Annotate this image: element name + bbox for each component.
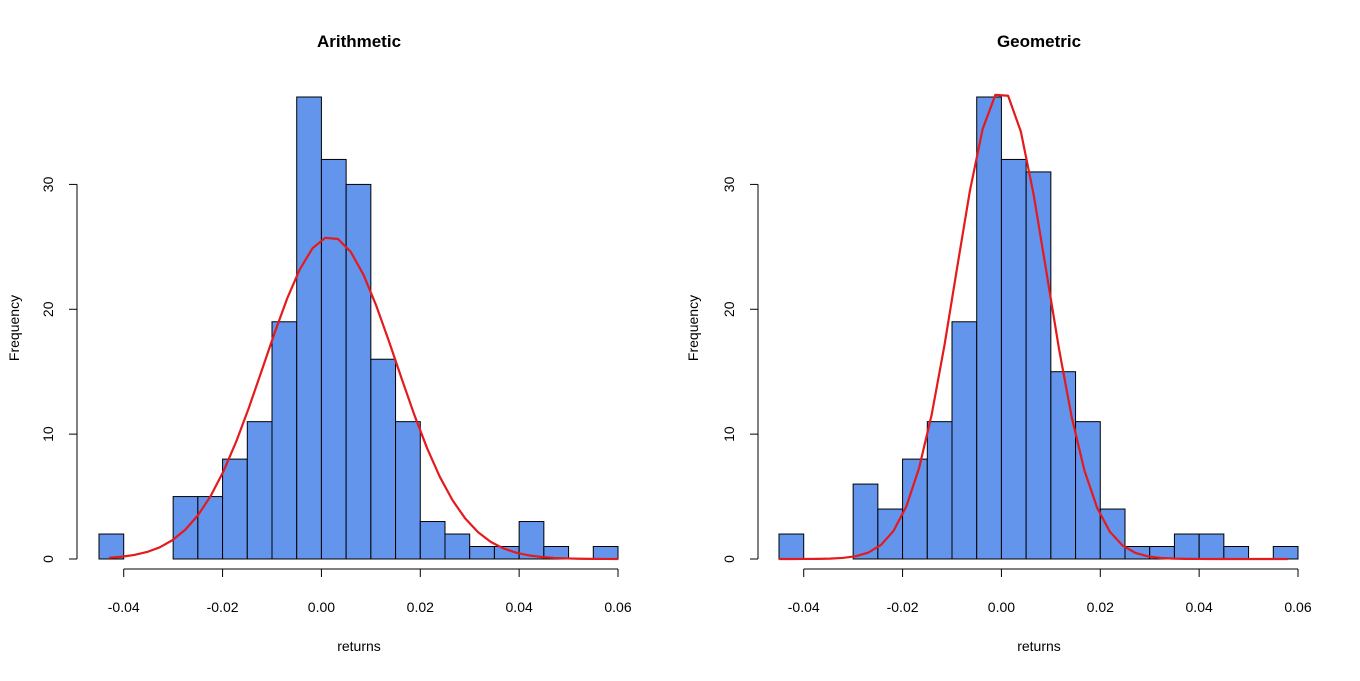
y-tick-label: 0 [721, 555, 737, 563]
histogram-bar [1198, 533, 1225, 560]
histogram-bar [592, 546, 619, 560]
x-tick-label: -0.02 [207, 599, 239, 615]
histogram-bar [98, 533, 125, 560]
arithmetic-panel: Arithmetic returns Frequency -0.04 -0.02 0… [6, 32, 632, 654]
histogram-bar [1173, 533, 1200, 560]
y-axis-label: Frequency [6, 295, 22, 361]
x-tick-label: 0.00 [308, 599, 335, 615]
histogram-bar [444, 533, 471, 560]
histogram-bar [469, 546, 495, 560]
histogram-bars [778, 96, 1299, 560]
x-axis: -0.04 -0.02 0.00 0.02 0.04 0.06 [788, 568, 1312, 615]
chart-title: Arithmetic [317, 32, 401, 51]
histogram-bar [246, 421, 273, 560]
histogram-bar [345, 183, 372, 560]
y-tick-label: 10 [721, 426, 737, 442]
histogram-bars [98, 96, 619, 560]
histogram-bar [419, 521, 446, 560]
x-tick-label: -0.04 [108, 599, 140, 615]
x-tick-label: 0.02 [407, 599, 434, 615]
histogram-bar [197, 496, 224, 560]
histogram-bar [1025, 171, 1052, 560]
x-axis-label: returns [1017, 638, 1061, 654]
y-tick-label: 20 [40, 301, 56, 317]
density-curve [108, 236, 619, 561]
x-axis: -0.04 -0.02 0.00 0.02 0.04 0.06 [108, 568, 632, 615]
histogram-bar [778, 533, 805, 560]
histogram-bar [222, 458, 248, 560]
x-tick-label: 0.04 [506, 599, 533, 615]
x-axis-label: returns [337, 638, 381, 654]
geometric-panel: Geometric returns Frequency -0.04 -0.02 0.… [685, 32, 1312, 654]
histogram-bar [518, 521, 545, 560]
x-tick-label: -0.02 [887, 599, 919, 615]
y-tick-label: 10 [40, 426, 56, 442]
x-tick-label: 0.04 [1186, 599, 1213, 615]
histogram-bar [1000, 158, 1027, 560]
y-axis-label: Frequency [685, 295, 701, 361]
histogram-bar [1223, 546, 1250, 560]
histogram-bar [320, 158, 347, 560]
histogram-bar [1075, 421, 1101, 560]
y-axis: 0 10 20 30 [40, 176, 78, 563]
histogram-bar [926, 421, 953, 560]
y-axis: 0 10 20 30 [721, 176, 759, 563]
x-tick-label: 0.06 [1284, 599, 1311, 615]
histogram-bar [395, 421, 421, 560]
y-tick-label: 30 [721, 176, 737, 192]
chart-title: Geometric [997, 32, 1081, 51]
histogram-bar [902, 458, 928, 560]
histogram-bar [370, 358, 397, 560]
y-tick-label: 20 [721, 301, 737, 317]
histogram-bar [976, 96, 1002, 560]
histogram-bar [852, 483, 879, 560]
histogram-bar [172, 496, 199, 560]
x-tick-label: -0.04 [788, 599, 820, 615]
histogram-bar [271, 321, 298, 560]
histogram-bar [1050, 371, 1077, 560]
y-tick-label: 0 [40, 555, 56, 563]
x-tick-label: 0.00 [988, 599, 1015, 615]
histogram-bar [296, 96, 322, 560]
density-curve [778, 93, 1289, 561]
normal-density-line [778, 93, 1289, 561]
x-tick-label: 0.02 [1087, 599, 1114, 615]
y-tick-label: 30 [40, 176, 56, 192]
x-tick-label: 0.06 [604, 599, 631, 615]
histogram-bar [951, 321, 978, 560]
histogram-bar [1272, 546, 1299, 560]
normal-density-line [108, 236, 619, 561]
